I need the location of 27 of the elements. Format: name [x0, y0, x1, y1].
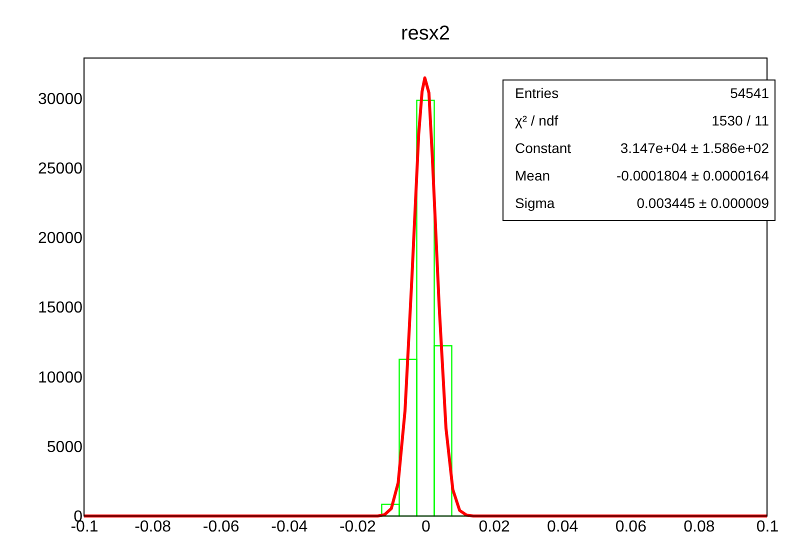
- y-tick-label: 15000: [38, 300, 83, 317]
- annotation: Entries: [515, 85, 559, 101]
- x-tick-label: 0.1: [756, 518, 779, 536]
- x-tick-label: 0.08: [684, 518, 715, 536]
- y-tick-label: 25000: [38, 160, 83, 178]
- y-tick-label: 10000: [38, 369, 83, 386]
- annotation: χ² / ndf: [515, 112, 558, 128]
- annotation: 3.147e+04 ± 1.586e+02: [620, 140, 770, 156]
- x-tick-label: -0.02: [339, 518, 376, 536]
- annotation: Sigma: [515, 195, 555, 211]
- x-tick-label: 0: [422, 518, 431, 536]
- x-tick-label: 0.02: [478, 518, 510, 536]
- annotation: -0.0001804 ± 0.0000164: [616, 168, 770, 184]
- y-tick-label: 20000: [38, 230, 83, 248]
- x-tick-label: 0.06: [615, 518, 647, 536]
- y-tick-label: 5000: [46, 438, 83, 456]
- chart-title: resx2: [401, 22, 450, 44]
- annotation: Constant: [515, 140, 572, 156]
- x-tick-label: -0.06: [202, 518, 240, 536]
- x-tick-label: 0.04: [547, 518, 578, 536]
- x-tick-label: -0.08: [134, 518, 172, 536]
- x-tick-label: -0.04: [271, 518, 308, 536]
- annotation: 0.003445 ± 0.000009: [636, 195, 770, 211]
- annotation: Mean: [515, 168, 550, 184]
- annotation: 54541: [730, 85, 770, 101]
- y-tick-label: 30000: [38, 90, 83, 108]
- annotation: 1530 / 11: [712, 112, 770, 128]
